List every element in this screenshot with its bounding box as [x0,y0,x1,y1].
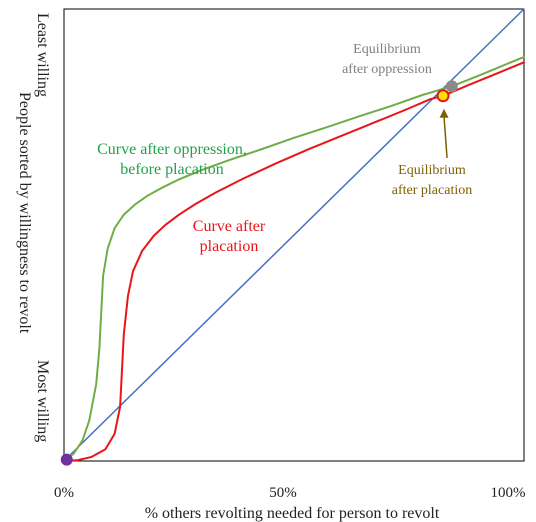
plot-frame [63,8,525,462]
series-line-placation [63,61,525,462]
placation-curve-label-line1: Curve after [193,218,266,235]
placation-curve-label-line2: placation [200,238,259,255]
x-tick-label-100: 100% [491,485,526,501]
oppression-curve-label-line2: before placation [120,161,224,178]
eq-placation-arrow [443,116,448,159]
series-layer [63,8,525,462]
x-tick-label-50: 50% [269,485,297,501]
y-bottom-label: Most willing [34,360,51,442]
x-axis-label: % others revolting needed for person to … [145,505,440,522]
series-line-oppression [63,55,525,460]
y-axis-label: People sorted by willingness to revolt [16,92,33,334]
oppression-curve-label-line1: Curve after oppression, [97,141,247,158]
y-top-label: Least willing [34,13,51,97]
origin-point [60,453,73,466]
eq-placation-label-line1: Equilibrium [398,163,466,178]
eq-placation-arrow-head [439,108,449,118]
eq-placation-label-line2: after placation [392,183,472,198]
points-layer [60,80,458,466]
eq-oppression-label-line1: Equilibrium [353,42,421,57]
eq-oppression-label-line2: after oppression [342,62,432,77]
equilibrium-after-oppression-point [445,80,458,93]
series-line-diagonal [63,8,525,462]
equilibrium-after-placation-point [436,89,450,103]
x-tick-label-0: 0% [54,485,74,501]
